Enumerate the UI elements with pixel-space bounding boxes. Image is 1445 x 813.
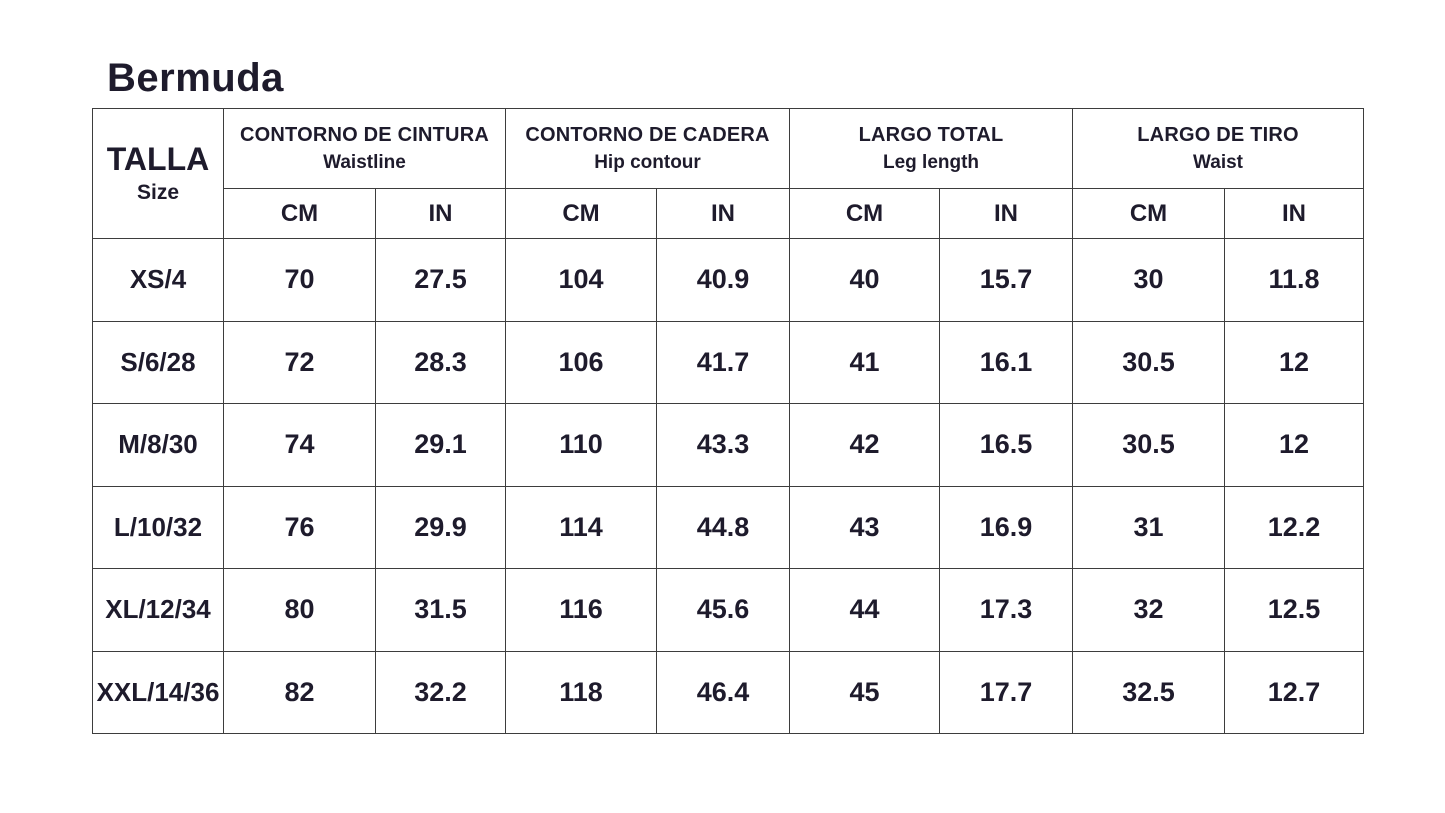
measurement-value: 114 — [505, 485, 657, 569]
measurement-value: 17.7 — [939, 650, 1074, 734]
measurement-value: 76 — [223, 485, 376, 569]
group-header-row: TALLA Size CONTORNO DE CINTURA Waistline… — [92, 108, 1365, 239]
measurement-value: 41.7 — [655, 320, 791, 404]
unit-header-hip-cm: CM — [505, 188, 657, 239]
measurement-value: 118 — [505, 650, 657, 734]
measurement-value: 29.9 — [375, 485, 506, 569]
measurement-value: 12 — [1224, 320, 1365, 404]
measurement-value: 82 — [223, 650, 376, 734]
group-title: LARGO DE TIRO — [1137, 123, 1299, 146]
measurement-value: 30.5 — [1072, 403, 1226, 487]
size-table-body: XS/4 70 27.5 104 40.9 40 15.7 30 11.8 S/6/28 72 28.… — [92, 238, 1365, 734]
unit-header-hip-in: IN — [655, 188, 791, 239]
size-column-title: TALLA — [106, 141, 210, 178]
group-subtitle: Waistline — [323, 151, 406, 173]
group-header-leg-length: LARGO TOTAL Leg length — [789, 108, 1074, 189]
group-header-waistline: CONTORNO DE CINTURA Waistline — [223, 108, 506, 189]
unit-header-waistline-in: IN — [375, 188, 506, 239]
measurement-value: 32 — [1072, 568, 1226, 652]
measurement-value: 46.4 — [655, 650, 791, 734]
group-subtitle: Hip contour — [594, 151, 701, 173]
size-label: XL/12/34 — [92, 568, 224, 652]
group-header-rise: LARGO DE TIRO Waist — [1072, 108, 1365, 189]
table-row: L/10/32 76 29.9 114 44.8 43 16.9 31 12.2 — [92, 485, 1365, 569]
size-column-subtitle: Size — [136, 180, 180, 204]
size-column-header: TALLA Size — [92, 108, 224, 239]
size-label: XXL/14/36 — [92, 650, 224, 734]
measurement-value: 31 — [1072, 485, 1226, 569]
group-title: LARGO TOTAL — [858, 123, 1004, 146]
table-row: XS/4 70 27.5 104 40.9 40 15.7 30 11.8 — [92, 238, 1365, 322]
measurement-value: 40.9 — [655, 238, 791, 322]
unit-header-leg-in: IN — [939, 188, 1074, 239]
measurement-value: 32.2 — [375, 650, 506, 734]
measurement-value: 16.5 — [939, 403, 1074, 487]
group-title: CONTORNO DE CINTURA — [240, 123, 489, 146]
measurement-value: 41 — [789, 320, 941, 404]
table-row: XL/12/34 80 31.5 116 45.6 44 17.3 32 12.5 — [92, 568, 1365, 652]
measurement-value: 44 — [789, 568, 941, 652]
measurement-value: 11.8 — [1224, 238, 1365, 322]
measurement-value: 45.6 — [655, 568, 791, 652]
measurement-value: 72 — [223, 320, 376, 404]
table-row: XXL/14/36 82 32.2 118 46.4 45 17.7 32.5 12.7 — [92, 650, 1365, 734]
unit-header-rise-in: IN — [1224, 188, 1365, 239]
measurement-value: 44.8 — [655, 485, 791, 569]
measurement-value: 104 — [505, 238, 657, 322]
size-chart-table: TALLA Size CONTORNO DE CINTURA Waistline… — [92, 108, 1365, 734]
measurement-value: 106 — [505, 320, 657, 404]
unit-header-rise-cm: CM — [1072, 188, 1226, 239]
measurement-value: 30 — [1072, 238, 1226, 322]
table-row: M/8/30 74 29.1 110 43.3 42 16.5 30.5 12 — [92, 403, 1365, 487]
measurement-value: 12.7 — [1224, 650, 1365, 734]
table-row: S/6/28 72 28.3 106 41.7 41 16.1 30.5 12 — [92, 320, 1365, 404]
measurement-value: 27.5 — [375, 238, 506, 322]
measurement-value: 42 — [789, 403, 941, 487]
measurement-value: 16.9 — [939, 485, 1074, 569]
units-header-row: CM IN CM IN CM IN CM IN — [93, 188, 1365, 239]
page-title: Bermuda — [107, 56, 284, 100]
measurement-value: 70 — [223, 238, 376, 322]
group-title: CONTORNO DE CADERA — [525, 123, 770, 146]
size-label: XS/4 — [92, 238, 224, 322]
size-label: S/6/28 — [92, 320, 224, 404]
unit-header-leg-cm: CM — [789, 188, 941, 239]
measurement-value: 17.3 — [939, 568, 1074, 652]
measurement-value: 30.5 — [1072, 320, 1226, 404]
measurement-value: 29.1 — [375, 403, 506, 487]
size-label: L/10/32 — [92, 485, 224, 569]
group-subtitle: Waist — [1193, 151, 1243, 173]
size-label: M/8/30 — [92, 403, 224, 487]
group-subtitle: Leg length — [882, 151, 980, 173]
measurement-value: 80 — [223, 568, 376, 652]
measurement-value: 16.1 — [939, 320, 1074, 404]
measurement-value: 32.5 — [1072, 650, 1226, 734]
unit-header-waistline-cm: CM — [223, 188, 376, 239]
measurement-value: 74 — [223, 403, 376, 487]
measurement-value: 31.5 — [375, 568, 506, 652]
measurement-value: 110 — [505, 403, 657, 487]
measurement-value: 12.2 — [1224, 485, 1365, 569]
measurement-value: 43.3 — [655, 403, 791, 487]
measurement-value: 116 — [505, 568, 657, 652]
group-header-hip-contour: CONTORNO DE CADERA Hip contour — [504, 108, 791, 189]
measurement-value: 12 — [1224, 403, 1365, 487]
measurement-value: 43 — [789, 485, 941, 569]
measurement-value: 12.5 — [1224, 568, 1365, 652]
measurement-value: 40 — [789, 238, 941, 322]
measurement-value: 45 — [789, 650, 941, 734]
measurement-value: 28.3 — [375, 320, 506, 404]
measurement-value: 15.7 — [939, 238, 1074, 322]
